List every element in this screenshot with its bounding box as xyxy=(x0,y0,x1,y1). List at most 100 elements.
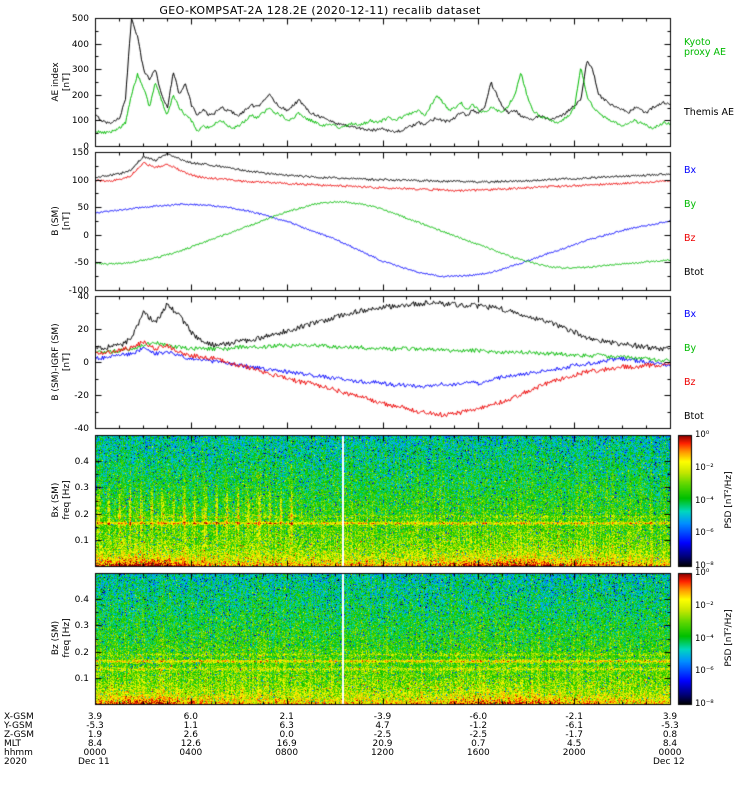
footer-value: 2000 xyxy=(562,748,586,758)
colorbar-tick-label: 10⁻⁶ xyxy=(695,666,714,677)
footer-value: 8.4 xyxy=(662,739,678,749)
footer-row-label: 2020 xyxy=(4,757,27,767)
y-tick-label: 400 xyxy=(71,39,89,50)
footer-value: 0800 xyxy=(275,748,299,758)
colorbar-tick-label: 10⁰ xyxy=(695,430,710,440)
y-tick-label: 0 xyxy=(83,230,89,241)
legend-bigrf-bz: Bz xyxy=(684,378,696,388)
y-tick-label: 0.1 xyxy=(74,535,89,546)
legend-bigrf-btot: Btot xyxy=(684,412,704,422)
y-tick-label: 0.1 xyxy=(74,673,89,684)
footer-value: 0000 xyxy=(83,748,107,758)
footer-value: 12.6 xyxy=(180,739,201,749)
footer-value: -2.5 xyxy=(373,730,392,740)
legend-themis-ae: Themis AE xyxy=(684,108,734,118)
legend-bsm-btot: Btot xyxy=(684,268,704,278)
y-tick-label: -20 xyxy=(74,390,89,401)
footer-value: 3.9 xyxy=(87,712,103,722)
footer-value: -5.3 xyxy=(86,721,104,731)
y-tick-label: 50 xyxy=(77,202,89,213)
y-tick-label: -50 xyxy=(74,257,89,268)
footer-value: -5.3 xyxy=(661,721,679,731)
y-tick-label: 0.3 xyxy=(74,620,89,631)
plot-title: GEO-KOMPSAT-2A 128.2E (2020-12-11) recal… xyxy=(159,4,481,17)
colorbar-tick-label: 10⁻⁶ xyxy=(695,528,714,539)
footer-value: 6.3 xyxy=(279,721,294,731)
footer-value: 16.9 xyxy=(276,739,297,749)
footer-value: 1.9 xyxy=(87,730,103,740)
y-tick-label: 0.4 xyxy=(74,594,89,605)
legend-kyoto-line2: proxy AE xyxy=(684,47,727,58)
y-tick-label: 0.2 xyxy=(74,509,89,520)
colorbar-tick-label: 10⁻² xyxy=(695,462,714,473)
footer-value: 6.0 xyxy=(183,712,198,722)
footer-value: 1600 xyxy=(466,748,490,758)
footer-value: 3.9 xyxy=(662,712,678,722)
legend-bigrf-bz-label: Bz xyxy=(684,377,696,388)
legend-bigrf-by: By xyxy=(684,344,696,354)
footer-value: -1.7 xyxy=(565,730,583,740)
y-tick-label: 20 xyxy=(77,324,89,335)
footer-value: -2.1 xyxy=(565,712,583,722)
legend-bigrf-by-label: By xyxy=(684,343,697,354)
y-tick-label: 500 xyxy=(71,13,89,24)
legend-bsm-bx-label: Bx xyxy=(684,165,697,176)
y-tick-label: 150 xyxy=(71,147,89,158)
footer-value: 1.1 xyxy=(183,721,198,731)
footer-value: -6.1 xyxy=(565,721,583,731)
footer-value: 0.7 xyxy=(471,739,486,749)
colorbar-tick-label: 10⁻⁸ xyxy=(695,561,714,571)
legend-bsm-bz: Bz xyxy=(684,234,696,244)
legend-bsm-bz-label: Bz xyxy=(684,233,696,244)
footer-value: -2.5 xyxy=(469,730,488,740)
footer-value: -3.9 xyxy=(373,712,392,722)
footer-row-label: hhmm xyxy=(4,748,33,758)
footer-date-end: Dec 12 xyxy=(653,757,685,767)
footer-row-label: X-GSM xyxy=(4,712,34,722)
y-tick-label: -40 xyxy=(74,423,89,434)
colorbar-tick-label: 10⁻⁸ xyxy=(695,699,714,709)
y-tick-label: 200 xyxy=(71,90,89,101)
legend-bsm-btot-label: Btot xyxy=(684,267,704,278)
footer-value: 0.0 xyxy=(279,730,294,740)
colorbar-tick-label: 10⁻⁴ xyxy=(695,495,714,506)
colorbar-label-bz: PSD [nT²/Hz] xyxy=(724,609,734,667)
legend-bigrf-btot-label: Btot xyxy=(684,411,704,422)
footer-row-label: MLT xyxy=(4,739,22,749)
footer-value: 2.1 xyxy=(279,712,294,722)
y-tick-label: 40 xyxy=(77,291,89,302)
footer-date-start: Dec 11 xyxy=(78,757,110,767)
y-tick-label: 100 xyxy=(71,175,89,186)
y-tick-label: 0.2 xyxy=(74,647,89,658)
legend-bigrf-bx: Bx xyxy=(684,310,696,320)
legend-kyoto-line1: Kyoto xyxy=(684,37,711,48)
legend-bsm-by-label: By xyxy=(684,199,697,210)
footer-value: 4.5 xyxy=(566,739,582,749)
legend-themis-label: Themis AE xyxy=(684,107,735,118)
colorbar-tick-label: 10⁰ xyxy=(695,568,710,578)
footer-row-label: Z-GSM xyxy=(4,730,35,740)
footer-value: 1200 xyxy=(371,748,394,758)
legend-bsm-by: By xyxy=(684,200,696,210)
footer-value: -1.2 xyxy=(469,721,488,731)
footer-row-label: Y-GSM xyxy=(4,721,33,731)
legend-bsm-bx: Bx xyxy=(684,166,696,176)
legend-kyoto-proxy-ae: Kyoto proxy AE xyxy=(684,38,726,58)
legend-bigrf-bx-label: Bx xyxy=(684,309,697,320)
colorbar-tick-label: 10⁻² xyxy=(695,600,714,611)
footer-value: 0400 xyxy=(179,748,203,758)
y-tick-label: 300 xyxy=(71,64,89,75)
y-tick-label: -100 xyxy=(68,285,89,296)
y-tick-label: 0.3 xyxy=(74,482,89,493)
footer-value: -6.0 xyxy=(469,712,488,722)
footer-value: 8.4 xyxy=(87,739,103,749)
y-tick-label: 0.4 xyxy=(74,456,89,467)
footer-value: 20.9 xyxy=(372,739,393,749)
colorbar-tick-label: 10⁻⁴ xyxy=(695,633,714,644)
footer-value: 0000 xyxy=(658,748,682,758)
y-tick-label: 0 xyxy=(83,357,89,368)
footer-value: 0.8 xyxy=(662,730,678,740)
y-tick-label: 0 xyxy=(83,141,89,152)
